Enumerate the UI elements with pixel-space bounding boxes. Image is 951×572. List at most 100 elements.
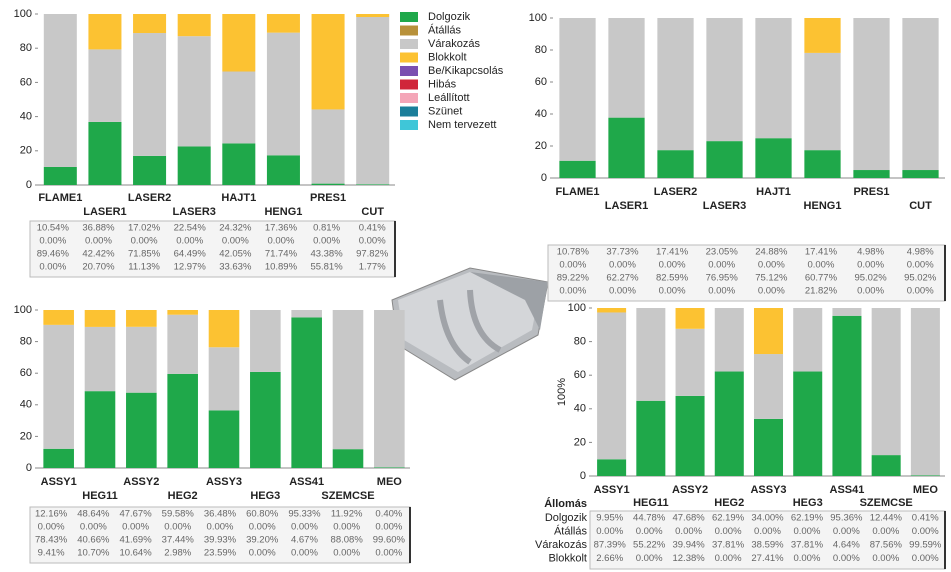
bar-segment	[43, 324, 74, 449]
table-cell: 97.82%	[356, 249, 389, 260]
y-tick-label: 0	[26, 462, 32, 474]
table-cell: 48.64%	[77, 509, 110, 520]
table-cell: 0.00%	[333, 522, 360, 533]
bar-segment	[222, 71, 256, 144]
bar-segment	[853, 18, 890, 171]
table-cell: 9.41%	[38, 548, 65, 559]
table-cell: 0.00%	[675, 526, 702, 537]
bar-segment	[755, 18, 792, 139]
legend-swatch	[400, 93, 418, 103]
table-cell: 39.93%	[204, 535, 237, 546]
x-tick-label: ASS41	[289, 476, 324, 488]
table-cell: 0.00%	[715, 526, 742, 537]
x-tick-label: HEG3	[793, 497, 823, 509]
y-tick-label: 100	[529, 12, 547, 24]
x-tick-label: FLAME1	[556, 186, 600, 198]
table-header: Állomás	[544, 497, 587, 510]
table-cell: 95.02%	[854, 273, 887, 284]
table-cell: 62.19%	[712, 513, 745, 524]
table-cell: 33.63%	[219, 262, 252, 273]
table-cell: 47.67%	[119, 509, 152, 520]
table-cell: 2.98%	[164, 548, 191, 559]
y-tick-label: 60	[535, 76, 547, 88]
bar-segment	[910, 475, 940, 476]
bar-segment	[356, 184, 390, 185]
table-bg	[589, 510, 946, 570]
x-tick-label: ASSY2	[123, 476, 159, 488]
table-cell: 37.44%	[162, 535, 195, 546]
table-cell: 59.58%	[162, 509, 195, 520]
y-tick-label: 0	[580, 470, 586, 482]
bar-segment	[657, 150, 694, 178]
bar-segment	[675, 395, 705, 476]
table-cell: 0.00%	[857, 260, 884, 271]
table-cell: 0.00%	[857, 286, 884, 297]
legend-label: Leállított	[428, 92, 470, 104]
x-tick-label: LASER3	[703, 200, 746, 212]
x-tick-label: MEO	[913, 484, 939, 496]
x-tick-label: FLAME1	[38, 192, 82, 204]
y-tick-label: 20	[574, 436, 586, 448]
table-cell: 0.00%	[807, 260, 834, 271]
table-cell: 43.38%	[310, 249, 343, 260]
x-tick-label: HEG11	[82, 490, 117, 502]
bar-segment	[332, 310, 364, 450]
bar-segment	[597, 308, 627, 313]
bar-segment	[608, 18, 645, 118]
table-cell: 36.48%	[204, 509, 237, 520]
y-tick-label: 60	[20, 367, 32, 379]
table-cell: 0.00%	[636, 553, 663, 564]
table-cell: 10.54%	[37, 223, 70, 234]
table-cell: 55.81%	[310, 262, 343, 273]
bar-segment	[311, 183, 345, 185]
bar-segment	[910, 308, 940, 476]
table-cell: 62.27%	[606, 273, 639, 284]
table-cell: 0.00%	[249, 522, 276, 533]
y-tick-label: 60	[574, 369, 586, 381]
legend-swatch	[400, 120, 418, 130]
table-cell: 0.00%	[758, 286, 785, 297]
table-cell: 0.00%	[176, 236, 203, 247]
y-tick-label: 20	[535, 140, 547, 152]
bar-segment	[902, 18, 939, 171]
table-cell: 0.81%	[313, 223, 340, 234]
table-cell: 0.00%	[833, 526, 860, 537]
x-tick-label: LASER2	[654, 186, 697, 198]
bar-segment	[43, 448, 74, 468]
legend-label: Hibás	[428, 78, 457, 90]
y-tick-label: 80	[20, 336, 32, 348]
bar-segment	[208, 347, 240, 411]
table-cell: 0.00%	[131, 236, 158, 247]
bar-segment	[126, 310, 157, 327]
x-tick-label: PRES1	[310, 192, 346, 204]
table-cell: 4.64%	[833, 540, 860, 551]
table-cell: 99.60%	[373, 535, 406, 546]
table-cell: 0.00%	[912, 553, 939, 564]
bar-segment	[356, 14, 390, 18]
bar-segment	[291, 310, 322, 318]
table-cell: 23.05%	[706, 247, 739, 258]
table-cell: 24.32%	[219, 223, 252, 234]
x-tick-label: HAJT1	[756, 186, 791, 198]
bar-segment	[291, 317, 322, 468]
table-cell: 0.00%	[609, 286, 636, 297]
table-cell: 0.00%	[164, 522, 191, 533]
x-tick-label: MEO	[377, 476, 403, 488]
bar-segment	[133, 14, 167, 34]
table-cell: 37.81%	[712, 540, 745, 551]
table-cell: 0.00%	[559, 286, 586, 297]
bar-segment	[374, 310, 405, 468]
y-tick-label: 20	[20, 430, 32, 442]
table-cell: 0.41%	[912, 513, 939, 524]
table-cell: 0.00%	[754, 526, 781, 537]
table-cell: 0.00%	[207, 522, 234, 533]
table-cell: 1.77%	[359, 262, 386, 273]
row-label: Átállás	[554, 524, 588, 537]
bar-segment	[374, 467, 405, 468]
legend-label: Várakozás	[428, 38, 480, 50]
bar-segment	[311, 109, 345, 184]
legend-label: Be/Kikapcsolás	[428, 65, 504, 77]
table-cell: 0.00%	[659, 260, 686, 271]
table-bg	[29, 506, 411, 564]
x-tick-label: HAJT1	[221, 192, 256, 204]
